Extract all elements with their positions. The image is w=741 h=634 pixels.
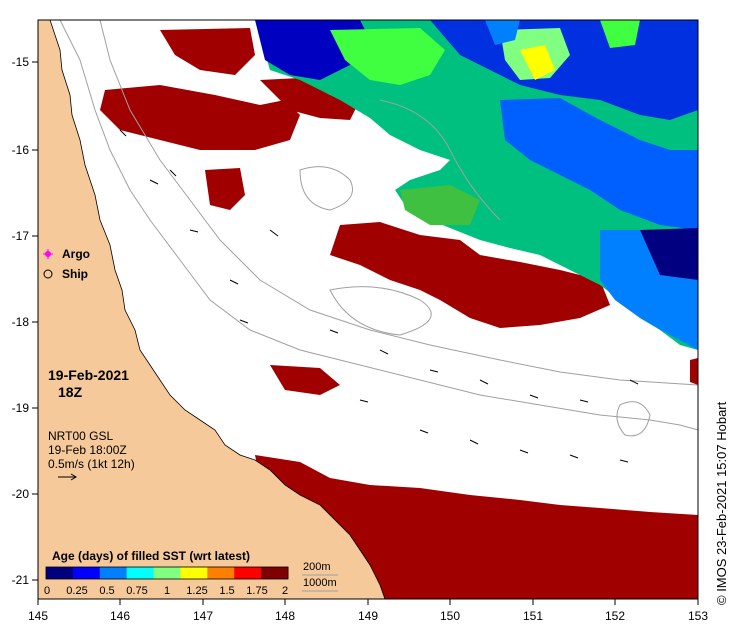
- sst-age-patches: [255, 20, 698, 350]
- x-tick-label: 149: [358, 609, 378, 623]
- credit-label: © IMOS 23-Feb-2021 15:07 Hobart: [714, 401, 729, 605]
- platform-legend: Argo Ship: [43, 247, 90, 281]
- scale-label: 0.5m/s (1kt 12h): [48, 457, 135, 471]
- x-tick-label: 150: [440, 609, 460, 623]
- contour-200-label: 200m: [303, 561, 331, 573]
- ship-marker-icon: [43, 269, 53, 279]
- x-tick-label: 145: [28, 609, 48, 623]
- date-label: 19-Feb-2021: [48, 367, 129, 383]
- x-tick-label: 152: [605, 609, 625, 623]
- colorbar-swatch: [180, 567, 208, 579]
- ship-label: Ship: [62, 267, 88, 281]
- colorbar-label: 1.25: [186, 585, 207, 597]
- colorbar-swatch: [207, 567, 235, 579]
- y-tick-label: -16: [12, 143, 30, 157]
- y-tick-label: -20: [12, 487, 30, 501]
- colorbar: Age (days) of filled SST (wrt latest) 0 …: [44, 549, 289, 597]
- colorbar-label: 1.75: [246, 585, 267, 597]
- x-tick-label: 151: [523, 609, 543, 623]
- colorbar-frame: [45, 566, 289, 580]
- x-axis: [37, 599, 699, 605]
- time-label: 19-Feb 18:00Z: [48, 443, 127, 457]
- x-tick-label: 146: [110, 609, 130, 623]
- colorbar-label: 2: [282, 585, 288, 597]
- contour-legend: 200m 1000m: [302, 561, 338, 592]
- colorbar-swatch: [72, 567, 101, 579]
- y-tick-label: -15: [12, 55, 30, 69]
- argo-label: Argo: [62, 247, 90, 261]
- hour-label: 18Z: [58, 384, 83, 400]
- x-tick-label: 153: [688, 609, 708, 623]
- colorbar-swatch: [261, 567, 289, 579]
- colorbar-label: 0.5: [99, 585, 114, 597]
- colorbar-label: 1: [164, 585, 170, 597]
- colorbar-label: 0: [44, 585, 50, 597]
- colorbar-swatch: [99, 567, 128, 579]
- y-tick-labels: -15 -16 -17 -18 -19 -20 -21: [12, 55, 30, 587]
- y-tick-label: -21: [12, 573, 30, 587]
- y-tick-label: -19: [12, 401, 30, 415]
- colorbar-label: 1.5: [219, 585, 234, 597]
- x-tick-label: 147: [193, 609, 213, 623]
- colorbar-label: 0.75: [126, 585, 147, 597]
- scale-arrow-icon: [58, 473, 77, 481]
- y-tick-label: -17: [12, 229, 30, 243]
- colorbar-swatch: [153, 567, 181, 579]
- colorbar-swatch: [234, 567, 262, 579]
- x-tick-labels: 145 146 147 148 149 150 151 152 153: [28, 609, 708, 623]
- colorbar-swatch: [126, 567, 155, 579]
- colorbar-title: Age (days) of filled SST (wrt latest): [52, 549, 250, 563]
- y-tick-label: -18: [12, 315, 30, 329]
- colorbar-swatch: [46, 567, 74, 579]
- bathymetry-contours: [59, 19, 699, 437]
- contour-1000-label: 1000m: [303, 577, 337, 589]
- argo-marker-icon: [43, 249, 53, 259]
- current-vectors: [119, 129, 639, 463]
- land-mass: [37, 19, 386, 600]
- x-tick-label: 148: [275, 609, 295, 623]
- colorbar-label: 0.25: [66, 585, 87, 597]
- plot-area: [37, 19, 699, 600]
- y-axis: [32, 61, 38, 581]
- colorbar-swatches: [46, 567, 289, 579]
- product-label: NRT00 GSL: [48, 429, 113, 443]
